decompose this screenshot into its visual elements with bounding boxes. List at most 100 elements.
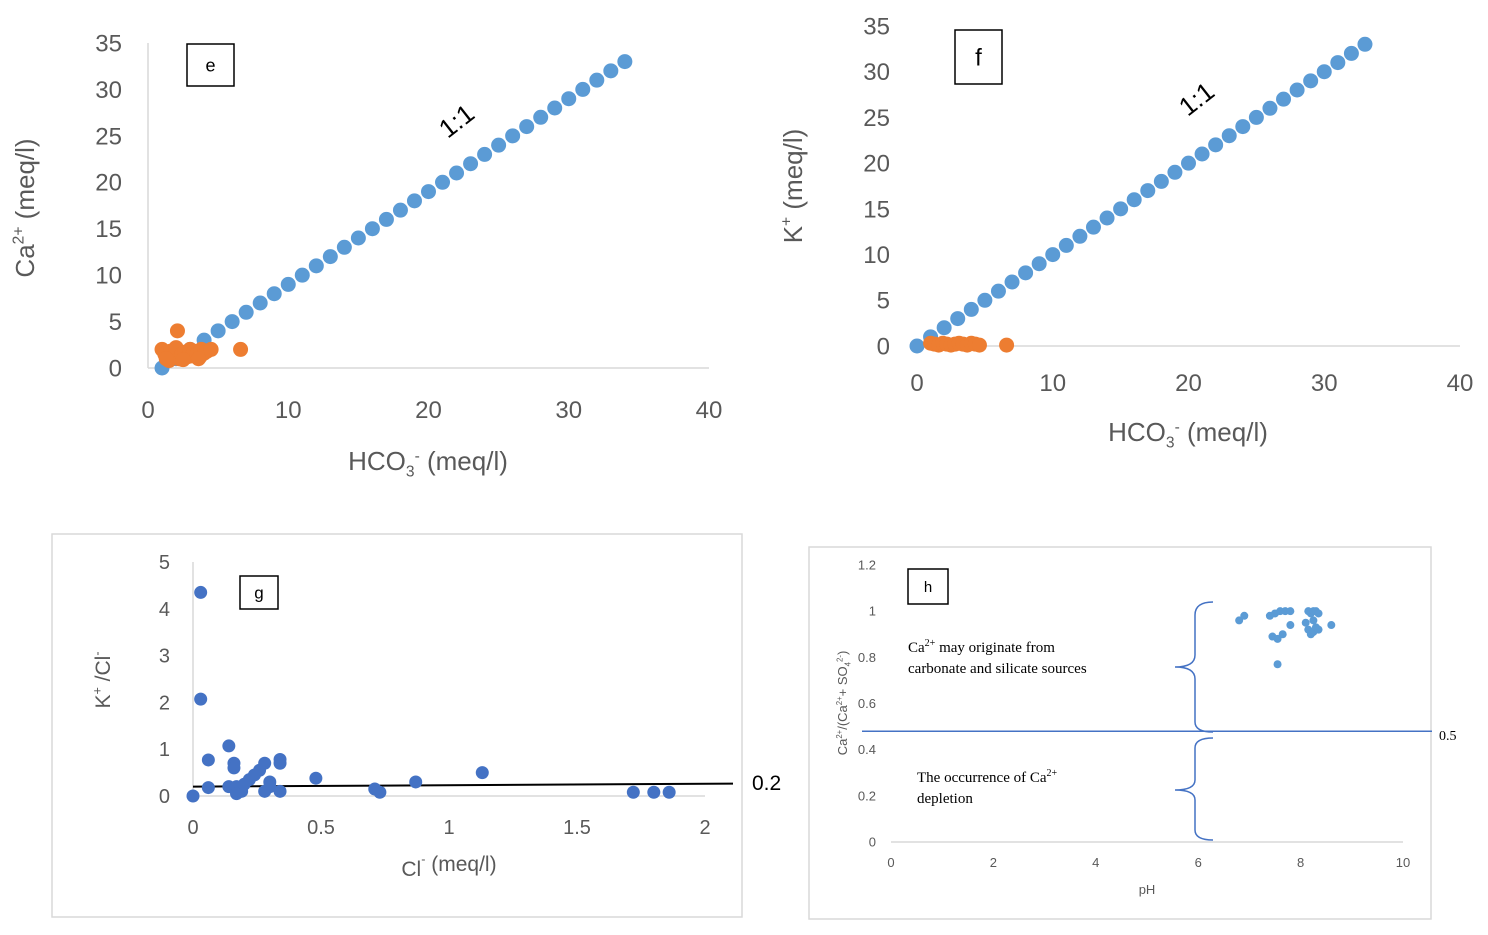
data-point	[266, 286, 282, 302]
y-tick-label: 20	[863, 151, 890, 178]
data-point	[1194, 146, 1210, 162]
x-tick-label: 30	[555, 397, 582, 424]
data-point	[575, 81, 591, 97]
x-tick-label: 0	[187, 817, 198, 839]
data-point	[1235, 616, 1244, 625]
lower-annotation-line1: The occurrence of Ca2+	[917, 768, 1058, 786]
data-point	[963, 301, 979, 317]
y-tick-label: 0.4	[858, 742, 876, 757]
data-point	[626, 785, 640, 799]
chart-e: 0 10 20 30 40 0 5 10 15 20 25 30 35 HCO3- (meq/l) Ca2+…	[10, 30, 722, 480]
y-axis-label: K+ (meq/l)	[778, 129, 808, 244]
data-point	[617, 54, 633, 70]
x-tick-label: 1.5	[563, 817, 591, 839]
data-point	[1235, 119, 1251, 135]
data-point	[547, 100, 563, 116]
x-tick-label: 4	[1092, 855, 1099, 870]
data-point	[1221, 128, 1237, 144]
y-tick-label: 35	[95, 30, 122, 57]
y-tick-label: 1	[159, 739, 170, 761]
data-point	[662, 785, 676, 799]
data-point	[1085, 219, 1101, 235]
data-point	[971, 337, 987, 353]
x-tick-label: 0	[887, 855, 894, 870]
y-tick-label: 5	[159, 552, 170, 574]
y-tick-label: 25	[863, 105, 890, 132]
y-tick-label: 3	[159, 646, 170, 668]
data-point	[1314, 625, 1323, 634]
y-tick-label: 1.2	[858, 558, 876, 573]
data-point	[409, 775, 423, 789]
data-point	[1357, 36, 1373, 52]
panel-label-box	[186, 43, 235, 87]
reference-line-label: 0.5	[1439, 729, 1457, 744]
y-tick-label: 10	[863, 242, 890, 269]
y-tick-label: 10	[95, 263, 122, 290]
panel-h-frame	[808, 546, 1432, 920]
x-tick-label: 40	[1447, 370, 1474, 397]
panel-g-frame	[51, 533, 743, 918]
data-point	[533, 109, 549, 125]
data-point	[1301, 618, 1310, 627]
x-tick-label: 30	[1311, 370, 1338, 397]
upper-annotation-line1: Ca2+ may originate from	[908, 638, 1055, 656]
upper-annotation-line2: carbonate and silicate sources	[908, 661, 1087, 677]
data-point	[1018, 265, 1034, 281]
data-point	[238, 304, 254, 320]
data-point	[1330, 55, 1346, 71]
upper-brace	[1174, 601, 1214, 733]
chart-f: 0 10 20 30 40 0 5 10 15 20 25 30 35 HCO3- (meq/l) K+ (…	[778, 13, 1473, 451]
x-axis-label: pH	[1139, 882, 1156, 897]
data-point	[475, 766, 489, 780]
x-tick-label: 20	[415, 397, 442, 424]
panel-label: f	[975, 44, 982, 71]
data-point	[1327, 621, 1336, 630]
data-point	[201, 753, 215, 767]
data-point	[1140, 183, 1156, 199]
data-point	[990, 283, 1006, 299]
data-point	[194, 585, 208, 599]
data-point	[1343, 45, 1359, 61]
data-point	[1058, 237, 1074, 253]
data-point	[435, 174, 451, 190]
y-tick-label: 5	[877, 288, 890, 315]
data-point	[909, 338, 925, 354]
data-point	[603, 63, 619, 79]
data-point	[175, 352, 191, 368]
panel-label: g	[254, 583, 263, 602]
x-tick-label: 40	[696, 397, 723, 424]
data-point	[336, 239, 352, 255]
data-point	[373, 785, 387, 799]
x-tick-label: 2	[990, 855, 997, 870]
data-point	[1072, 228, 1088, 244]
panel-label-box	[954, 29, 1003, 85]
data-point	[186, 789, 200, 803]
data-point	[227, 761, 241, 775]
x-tick-label: 0.5	[307, 817, 335, 839]
x-tick-label: 10	[1039, 370, 1066, 397]
data-point	[1303, 73, 1319, 89]
data-point	[647, 785, 661, 799]
data-point	[273, 784, 287, 798]
data-point	[1181, 155, 1196, 171]
data-point	[222, 739, 236, 753]
data-point	[477, 146, 493, 162]
x-axis-label: HCO3- (meq/l)	[348, 446, 508, 481]
y-tick-label: 0.2	[858, 788, 876, 803]
x-tick-label: 1	[443, 817, 454, 839]
data-point	[350, 230, 366, 246]
y-tick-label: 25	[95, 123, 122, 150]
lower-annotation-line2: depletion	[917, 791, 973, 807]
data-point	[561, 91, 577, 107]
data-point	[421, 184, 436, 200]
data-point	[364, 221, 380, 237]
y-tick-label: 15	[863, 196, 890, 223]
data-point	[1289, 82, 1305, 98]
y-axis-label: K+ /Cl-	[91, 651, 115, 708]
data-point	[999, 337, 1015, 353]
data-point	[1286, 607, 1295, 616]
data-point	[203, 341, 219, 357]
data-point	[950, 311, 966, 327]
y-tick-label: 30	[863, 59, 890, 86]
chart-h: 0 2 4 6 8 10 0 0.2 0.4 0.6 0.8 1 1.2 pH Ca2+/(Ca2++ SO…	[835, 558, 1457, 897]
